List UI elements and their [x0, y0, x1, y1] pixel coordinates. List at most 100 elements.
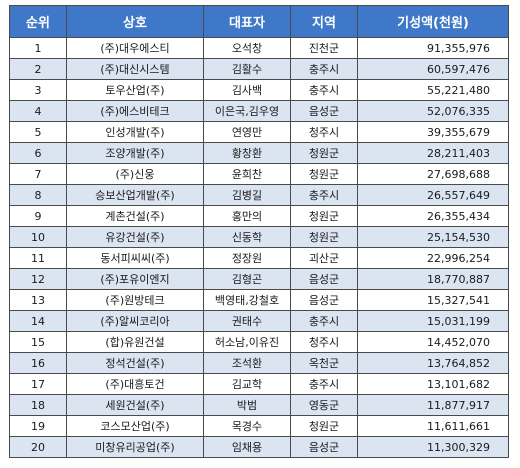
cell-amount: 55,221,480 — [357, 79, 509, 101]
cell-rank: 14 — [9, 310, 67, 332]
cell-region: 청원군 — [290, 226, 358, 248]
cell-company: (주)대우에스티 — [66, 37, 204, 59]
cell-amount: 18,770,887 — [357, 268, 509, 290]
cell-region: 음성군 — [290, 436, 358, 458]
cell-region: 청원군 — [290, 415, 358, 437]
table-row: 14 (주)알씨코리아 권태수 충주시 15,031,199 — [9, 310, 509, 332]
cell-company: (주)알씨코리아 — [66, 310, 204, 332]
cell-amount: 13,101,682 — [357, 373, 509, 395]
cell-amount: 27,698,688 — [357, 163, 509, 185]
cell-ceo: 윤희찬 — [203, 163, 291, 185]
cell-rank: 15 — [9, 331, 67, 353]
cell-region: 충주시 — [290, 373, 358, 395]
cell-rank: 6 — [9, 142, 67, 164]
cell-rank: 19 — [9, 415, 67, 437]
cell-region: 옥천군 — [290, 352, 358, 374]
cell-ceo: 정장원 — [203, 247, 291, 269]
cell-amount: 11,877,917 — [357, 394, 509, 416]
cell-amount: 14,452,070 — [357, 331, 509, 353]
cell-region: 청원군 — [290, 163, 358, 185]
cell-ceo: 조석환 — [203, 352, 291, 374]
cell-company: 승보산업개발(주) — [66, 184, 204, 206]
cell-region: 진천군 — [290, 37, 358, 59]
header-row: 순위 상호 대표자 지역 기성액(천원) — [9, 5, 509, 38]
cell-amount: 13,764,852 — [357, 352, 509, 374]
cell-rank: 10 — [9, 226, 67, 248]
cell-ceo: 김병길 — [203, 184, 291, 206]
cell-rank: 18 — [9, 394, 67, 416]
header-ceo: 대표자 — [203, 5, 291, 38]
table-row: 3 토우산업(주) 김사백 충주시 55,221,480 — [9, 79, 509, 101]
cell-region: 청주시 — [290, 331, 358, 353]
table-row: 9 계촌건설(주) 홍만의 청원군 26,355,434 — [9, 205, 509, 227]
cell-ceo: 신동학 — [203, 226, 291, 248]
cell-amount: 15,031,199 — [357, 310, 509, 332]
cell-company: 인성개발(주) — [66, 121, 204, 143]
cell-region: 음성군 — [290, 100, 358, 122]
cell-company: 유강건설(주) — [66, 226, 204, 248]
cell-amount: 28,211,403 — [357, 142, 509, 164]
cell-ceo: 김형곤 — [203, 268, 291, 290]
table-row: 7 (주)신웅 윤희찬 청원군 27,698,688 — [9, 163, 509, 185]
cell-rank: 12 — [9, 268, 67, 290]
header-company: 상호 — [66, 5, 204, 38]
cell-rank: 13 — [9, 289, 67, 311]
cell-company: 계촌건설(주) — [66, 205, 204, 227]
ranking-table-container: 순위 상호 대표자 지역 기성액(천원) 1 (주)대우에스티 오석창 진천군 91,3… — [9, 5, 509, 458]
cell-region: 충주시 — [290, 310, 358, 332]
cell-ceo: 허소남,이유진 — [203, 331, 291, 353]
header-rank: 순위 — [9, 5, 67, 38]
cell-ceo: 연영만 — [203, 121, 291, 143]
cell-company: (주)에스비테크 — [66, 100, 204, 122]
cell-region: 충주시 — [290, 184, 358, 206]
cell-amount: 25,154,530 — [357, 226, 509, 248]
cell-amount: 52,076,335 — [357, 100, 509, 122]
cell-rank: 5 — [9, 121, 67, 143]
cell-amount: 60,597,476 — [357, 58, 509, 80]
cell-rank: 3 — [9, 79, 67, 101]
ranking-table: 순위 상호 대표자 지역 기성액(천원) 1 (주)대우에스티 오석창 진천군 91,3… — [9, 5, 509, 458]
cell-rank: 9 — [9, 205, 67, 227]
cell-ceo: 홍만의 — [203, 205, 291, 227]
table-row: 17 (주)대흥토건 김교학 충주시 13,101,682 — [9, 373, 509, 395]
cell-ceo: 임채용 — [203, 436, 291, 458]
table-row: 15 (합)유원건설 허소남,이유진 청주시 14,452,070 — [9, 331, 509, 353]
cell-company: 세원건설(주) — [66, 394, 204, 416]
cell-company: 조양개발(주) — [66, 142, 204, 164]
cell-company: (주)원방테크 — [66, 289, 204, 311]
cell-region: 충주시 — [290, 58, 358, 80]
cell-region: 괴산군 — [290, 247, 358, 269]
cell-region: 청원군 — [290, 142, 358, 164]
cell-company: (합)유원건설 — [66, 331, 204, 353]
cell-amount: 91,355,976 — [357, 37, 509, 59]
table-body: 1 (주)대우에스티 오석창 진천군 91,355,976 2 (주)대신시스템 김활수 충주시… — [9, 37, 509, 458]
cell-ceo: 오석창 — [203, 37, 291, 59]
table-row: 18 세원건설(주) 박범 영동군 11,877,917 — [9, 394, 509, 416]
cell-rank: 8 — [9, 184, 67, 206]
table-row: 13 (주)원방테크 백영태,강철호 음성군 15,327,541 — [9, 289, 509, 311]
cell-company: 미창유리공업(주) — [66, 436, 204, 458]
cell-amount: 26,557,649 — [357, 184, 509, 206]
cell-ceo: 박범 — [203, 394, 291, 416]
table-row: 20 미창유리공업(주) 임채용 음성군 11,300,329 — [9, 436, 509, 458]
table-row: 4 (주)에스비테크 이은국,김우영 음성군 52,076,335 — [9, 100, 509, 122]
cell-ceo: 김활수 — [203, 58, 291, 80]
cell-company: 코스모산업(주) — [66, 415, 204, 437]
table-row: 1 (주)대우에스티 오석창 진천군 91,355,976 — [9, 37, 509, 59]
cell-amount: 11,611,661 — [357, 415, 509, 437]
cell-region: 충주시 — [290, 79, 358, 101]
header-amount: 기성액(천원) — [357, 5, 509, 38]
cell-rank: 16 — [9, 352, 67, 374]
cell-region: 음성군 — [290, 268, 358, 290]
cell-rank: 2 — [9, 58, 67, 80]
cell-amount: 15,327,541 — [357, 289, 509, 311]
cell-company: 정석건설(주) — [66, 352, 204, 374]
cell-amount: 26,355,434 — [357, 205, 509, 227]
cell-region: 영동군 — [290, 394, 358, 416]
cell-company: (주)대흥토건 — [66, 373, 204, 395]
table-row: 10 유강건설(주) 신동학 청원군 25,154,530 — [9, 226, 509, 248]
cell-region: 음성군 — [290, 289, 358, 311]
cell-amount: 39,355,679 — [357, 121, 509, 143]
cell-company: (주)신웅 — [66, 163, 204, 185]
cell-amount: 22,996,254 — [357, 247, 509, 269]
